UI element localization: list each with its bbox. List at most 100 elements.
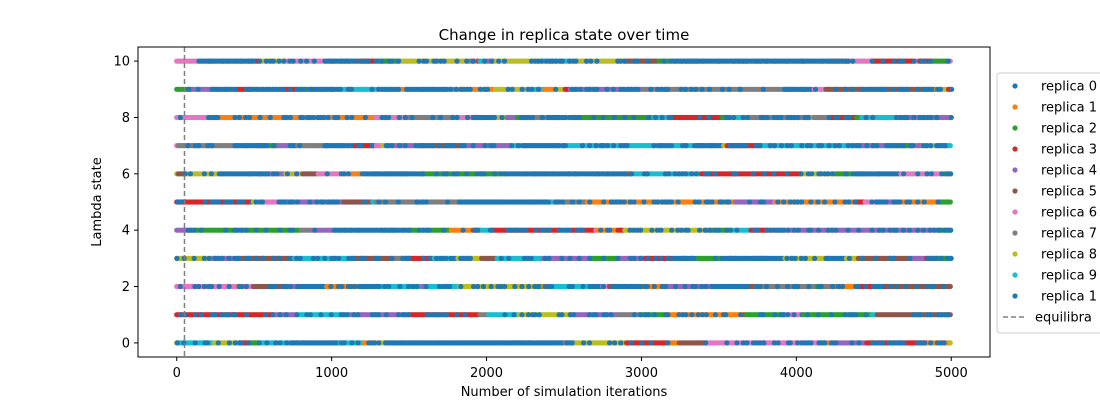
data-point xyxy=(818,283,824,290)
data-point xyxy=(573,171,579,177)
data-point xyxy=(475,283,481,290)
data-point xyxy=(246,340,252,346)
data-point xyxy=(855,283,862,290)
data-point xyxy=(645,312,651,318)
data-point xyxy=(829,171,836,177)
data-point xyxy=(802,255,809,261)
data-point xyxy=(433,171,440,177)
data-point xyxy=(600,114,606,121)
data-point xyxy=(518,340,525,346)
data-point xyxy=(842,312,848,318)
data-point xyxy=(644,283,650,290)
data-point xyxy=(771,171,777,177)
data-point xyxy=(580,283,586,290)
data-point xyxy=(569,283,575,290)
data-point xyxy=(682,255,688,261)
data-point xyxy=(437,340,443,346)
data-point xyxy=(914,283,920,290)
data-point xyxy=(225,312,231,318)
data-point xyxy=(631,114,637,121)
data-point xyxy=(474,227,481,233)
data-point xyxy=(243,283,249,290)
data-point xyxy=(668,114,674,121)
data-point xyxy=(400,340,406,346)
data-point xyxy=(178,199,184,205)
data-point xyxy=(741,255,747,261)
data-point xyxy=(470,143,476,149)
data-point xyxy=(874,143,880,149)
data-point xyxy=(744,114,751,121)
data-point xyxy=(648,340,654,346)
data-point xyxy=(755,227,761,233)
data-point xyxy=(833,227,839,233)
data-point xyxy=(349,340,355,346)
data-point xyxy=(491,114,498,121)
data-point xyxy=(576,199,582,205)
data-point xyxy=(785,283,791,290)
data-point xyxy=(637,312,644,318)
data-point xyxy=(376,340,382,346)
data-point xyxy=(852,199,858,205)
data-point xyxy=(545,199,551,205)
data-point xyxy=(328,312,334,318)
data-point xyxy=(939,171,945,177)
data-point xyxy=(757,283,763,290)
data-point xyxy=(437,114,444,121)
data-point xyxy=(294,199,301,205)
data-point xyxy=(781,199,787,205)
data-point xyxy=(639,340,645,346)
data-point xyxy=(528,255,534,261)
data-point xyxy=(815,199,821,205)
data-point xyxy=(668,143,675,149)
data-point xyxy=(454,312,460,318)
data-point xyxy=(774,283,781,290)
data-point xyxy=(499,114,505,121)
data-point xyxy=(579,143,586,149)
data-point xyxy=(273,340,279,346)
data-point xyxy=(294,171,300,177)
data-point xyxy=(256,340,262,346)
data-point xyxy=(297,255,303,261)
data-point xyxy=(485,199,491,205)
data-point xyxy=(594,283,601,290)
data-point xyxy=(581,340,587,346)
data-point xyxy=(382,199,388,205)
data-point xyxy=(318,340,325,346)
data-point xyxy=(376,255,382,261)
data-point xyxy=(457,199,463,205)
data-point xyxy=(331,227,337,233)
data-point xyxy=(792,255,798,261)
data-point xyxy=(454,114,460,121)
data-point xyxy=(744,283,750,290)
data-point xyxy=(947,283,953,290)
data-point xyxy=(460,227,466,233)
data-point xyxy=(519,312,525,318)
data-point xyxy=(808,143,814,149)
data-point xyxy=(703,283,709,290)
data-point xyxy=(822,199,828,205)
data-point xyxy=(644,171,651,177)
data-point xyxy=(523,171,529,177)
data-point xyxy=(386,283,392,290)
data-point xyxy=(873,255,879,261)
data-point xyxy=(396,114,402,121)
data-point xyxy=(341,340,347,346)
data-point xyxy=(920,227,927,233)
data-point xyxy=(550,171,556,177)
data-point xyxy=(465,199,471,205)
data-point xyxy=(707,227,713,233)
data-point xyxy=(702,340,709,346)
data-point xyxy=(376,283,382,290)
data-point xyxy=(883,199,889,205)
data-point xyxy=(665,312,671,318)
data-point xyxy=(426,227,432,233)
data-point xyxy=(593,143,599,149)
data-point xyxy=(471,199,477,205)
data-point xyxy=(441,227,447,233)
data-point xyxy=(651,283,658,290)
data-point xyxy=(907,255,913,261)
data-point xyxy=(226,340,232,346)
data-point xyxy=(320,199,326,205)
data-point xyxy=(259,199,266,205)
data-point xyxy=(257,114,263,121)
